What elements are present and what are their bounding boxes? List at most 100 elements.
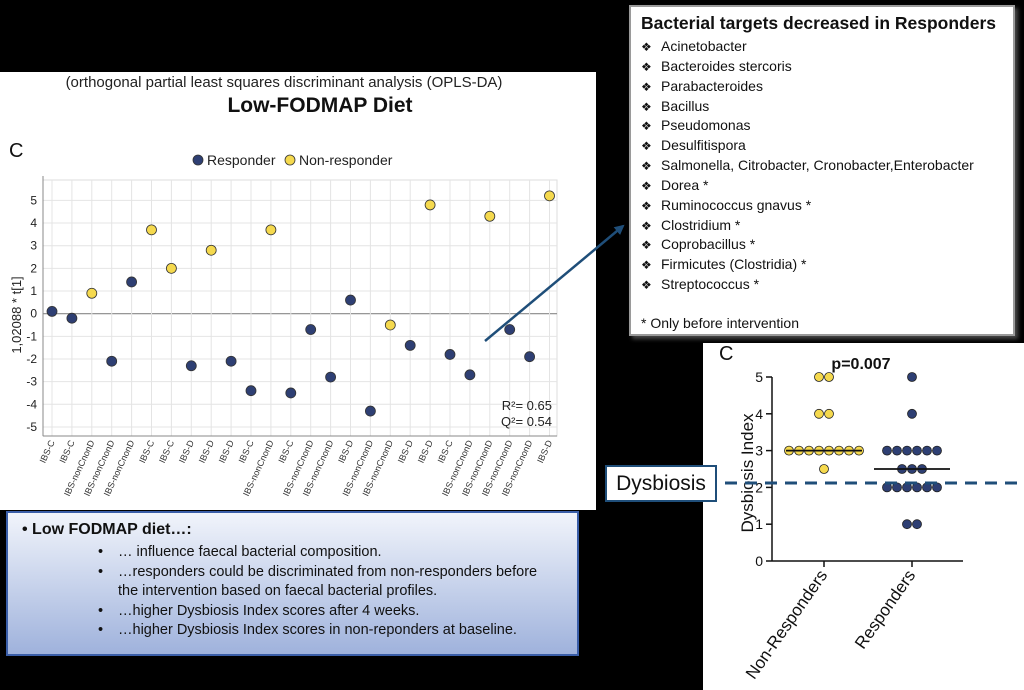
responder-point (524, 351, 535, 363)
y-tick-label: 1 (30, 284, 37, 298)
y-tick-label: -4 (26, 397, 37, 411)
diamond-bullet-icon: ❖ (641, 278, 652, 293)
responder-point (912, 445, 922, 456)
y-tick-label: 0 (755, 553, 763, 569)
non-responder-point (146, 224, 157, 236)
target-item: ❖ Coprobacillus * (641, 235, 974, 255)
responder-point (305, 324, 317, 335)
target-item-label: Coprobacillus * (661, 236, 756, 253)
responder-point (902, 445, 912, 456)
target-item: ❖ Clostridium * (641, 216, 974, 236)
y-tick-label: 3 (30, 239, 37, 253)
target-item: ❖ Salmonella, Citrobacter, Cronobacter,En… (641, 156, 974, 176)
target-item-label: Parabacteroides (661, 77, 763, 94)
responder-point (285, 387, 297, 399)
responder-point (364, 405, 376, 417)
y-tick-label: 5 (30, 193, 37, 207)
summary-heading-text: Low FODMAP diet…: (32, 521, 192, 538)
diamond-bullet-icon: ❖ (641, 218, 652, 233)
summary-item: …higher Dysbiosis Index scores after 4 w… (98, 602, 558, 622)
responder-point (404, 339, 416, 351)
target-item-label: Acinetobacter (661, 38, 747, 54)
target-item-label: Bacteroides stercoris (661, 57, 792, 74)
legend-label: Responder (207, 152, 276, 168)
chart-title: Low-FODMAP Diet (227, 94, 413, 117)
target-item: ❖ Bacteroides stercoris (641, 57, 974, 77)
target-item: ❖ Pseudomonas (641, 116, 974, 136)
diamond-bullet-icon: ❖ (641, 159, 652, 174)
target-item-label: Desulfitispora (661, 137, 746, 154)
responder-point (882, 445, 892, 456)
chart-points (46, 190, 555, 417)
summary-item: …responders could be discriminated from … (98, 563, 558, 602)
responder-point (106, 355, 118, 367)
target-item: ❖ Streptococcus * (641, 275, 974, 295)
diamond-bullet-icon: ❖ (641, 40, 652, 54)
responder-point (907, 372, 917, 382)
non-responder-point (814, 372, 824, 382)
panel-letter: C (9, 140, 24, 162)
target-item: ❖ Firmicutes (Clostridia) * (641, 255, 974, 275)
responder-point (892, 445, 902, 456)
non-responder-point (544, 190, 555, 202)
q2-annotation: Q²= 0.54 (501, 414, 552, 429)
bacterial-targets-box: Bacterial targets decreased in Responder… (629, 5, 1015, 336)
y-tick-label: 3 (755, 443, 763, 459)
non-responder-point (86, 287, 98, 299)
non-responder-point (424, 199, 436, 211)
diamond-bullet-icon: ❖ (641, 79, 652, 94)
y-tick-label: 2 (755, 479, 763, 495)
legend-marker-responder (192, 154, 204, 166)
responder-point (902, 519, 912, 530)
target-item: ❖ Desulfitispora (641, 136, 974, 156)
y-tick-label: -5 (26, 420, 37, 434)
y-tick-label: 5 (755, 369, 763, 385)
diamond-bullet-icon: ❖ (641, 139, 652, 154)
y-tick-label: 2 (30, 261, 37, 275)
targets-title: Bacterial targets decreased in Responder… (641, 13, 997, 33)
diamond-bullet-icon: ❖ (641, 238, 652, 253)
r2-annotation: R²= 0.65 (502, 398, 552, 413)
non-responder-point (824, 372, 834, 382)
responder-point (46, 305, 58, 317)
dysbiosis-label: Dysbiosis (605, 465, 717, 502)
responder-point (245, 385, 257, 397)
target-item: ❖ Parabacteroides (641, 77, 974, 97)
y-axis-label: Dysbiosis Index (738, 413, 757, 533)
target-item: ❖ Ruminococcus gnavus * (641, 196, 974, 216)
target-item: ❖ Bacillus (641, 97, 974, 117)
responder-point (126, 276, 138, 288)
y-tick-label: 1 (755, 516, 763, 532)
responder-point (922, 445, 932, 456)
y-tick-label: 4 (30, 216, 37, 230)
panel-letter-dysbiosis: C (719, 343, 733, 365)
diamond-bullet-icon: ❖ (641, 99, 652, 114)
target-item-label: Bacillus (661, 97, 710, 114)
target-item-label: Streptococcus * (661, 276, 760, 293)
diamond-bullet-icon: ❖ (641, 258, 652, 273)
non-responder-point (384, 319, 396, 331)
summary-heading: • Low FODMAP diet…: (22, 521, 192, 538)
responder-point (464, 369, 476, 381)
diamond-bullet-icon: ❖ (641, 178, 652, 193)
target-item-label: Dorea * (661, 176, 709, 193)
responder-point (912, 519, 922, 530)
responder-point (444, 349, 456, 360)
non-responder-point (265, 224, 277, 236)
summary-list: … influence faecal bacterial composition… (98, 543, 558, 641)
responder-point (325, 371, 337, 383)
median-lines (786, 449, 950, 470)
pointer-arrow (484, 224, 625, 342)
diamond-bullet-icon: ❖ (641, 119, 652, 134)
non-responder-point (814, 408, 824, 419)
legend-label: Non-responder (299, 152, 393, 168)
responder-point (907, 408, 917, 419)
responder-point (504, 324, 516, 335)
responder-point (345, 294, 356, 306)
responder-point (932, 445, 942, 456)
non-responder-point (819, 464, 829, 474)
target-item-label: Clostridium * (661, 216, 741, 233)
non-responder-point (205, 244, 217, 256)
